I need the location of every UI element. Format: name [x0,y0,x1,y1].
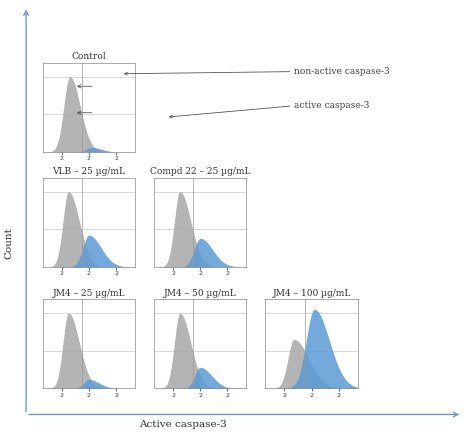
Title: JM4 – 25 µg/mL: JM4 – 25 µg/mL [53,289,125,298]
Title: JM4 – 50 µg/mL: JM4 – 50 µg/mL [164,289,237,298]
Text: Active caspase-3: Active caspase-3 [138,420,227,429]
Title: Control: Control [72,53,106,62]
Title: Compd 22 – 25 µg/mL: Compd 22 – 25 µg/mL [150,168,251,177]
Title: JM4 – 100 µg/mL: JM4 – 100 µg/mL [273,289,351,298]
Text: Count: Count [4,227,13,259]
Title: VLB – 25 µg/mL: VLB – 25 µg/mL [52,168,126,177]
Text: active caspase-3: active caspase-3 [294,102,369,110]
Text: non-active caspase-3: non-active caspase-3 [294,67,390,76]
